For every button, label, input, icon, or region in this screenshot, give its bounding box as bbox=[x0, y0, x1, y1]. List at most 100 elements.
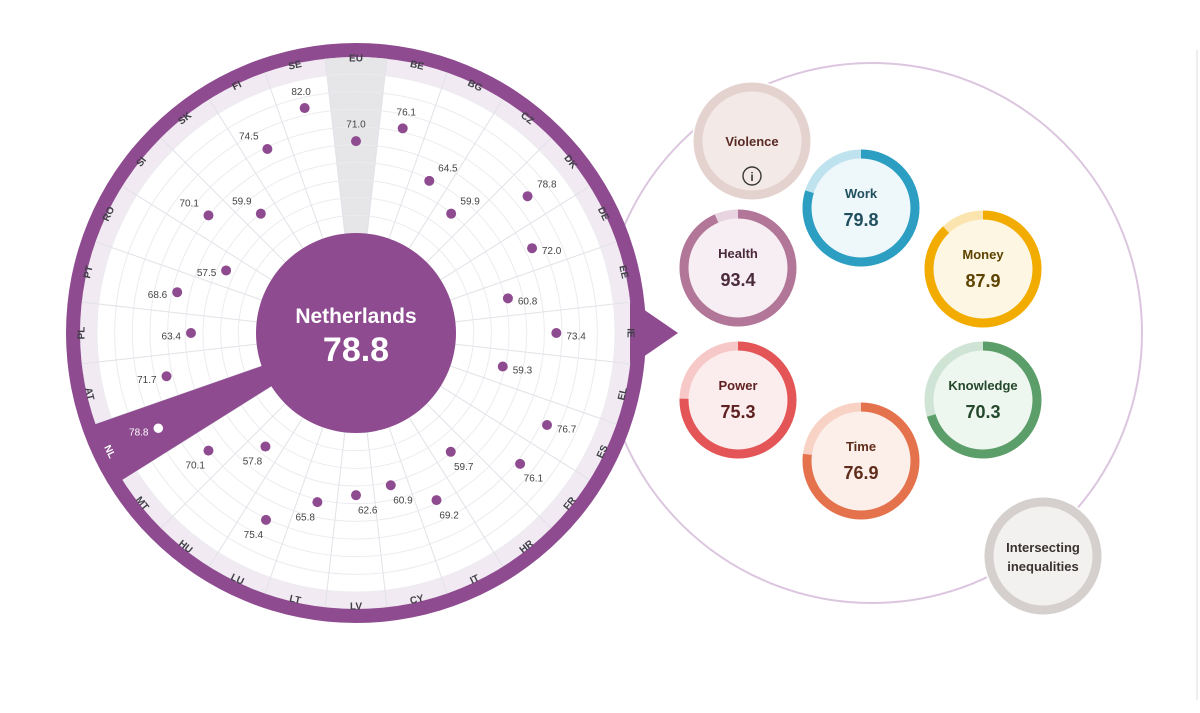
country-dot-nl[interactable] bbox=[152, 421, 165, 435]
domain-work[interactable]: Work 79.8 bbox=[801, 148, 921, 268]
domain-bubbles: Violence i Work 79.8 Money 87.9 Health 93.4 Know… bbox=[678, 81, 1103, 616]
country-dot-cy[interactable] bbox=[385, 480, 396, 491]
grid-spoke bbox=[160, 403, 286, 529]
panel-divider bbox=[1196, 50, 1198, 700]
country-dot-lv[interactable] bbox=[351, 490, 361, 501]
grid-ring bbox=[149, 126, 563, 540]
country-dot-eu[interactable] bbox=[351, 136, 361, 147]
grid-spoke bbox=[324, 58, 346, 234]
domain-name: Time bbox=[846, 439, 876, 454]
country-dot-cz[interactable] bbox=[446, 208, 457, 219]
country-value-bg: 64.5 bbox=[438, 164, 458, 175]
domain-progress-arc bbox=[924, 210, 1042, 328]
country-value-nl: 78.8 bbox=[129, 428, 149, 439]
country-dot-hu[interactable] bbox=[260, 441, 271, 452]
domain-violence[interactable]: Violence i bbox=[692, 81, 812, 201]
country-dot-ie[interactable] bbox=[551, 328, 562, 338]
grid-ring bbox=[202, 179, 510, 487]
country-dot-lt[interactable] bbox=[312, 497, 323, 508]
grid-spoke bbox=[426, 403, 552, 529]
country-dot-it[interactable] bbox=[431, 495, 442, 506]
country-dot-si[interactable] bbox=[203, 210, 214, 221]
domain-track bbox=[693, 82, 811, 200]
country-dot-de[interactable] bbox=[527, 243, 538, 254]
domain-health[interactable]: Health 93.4 bbox=[678, 208, 798, 328]
country-dot-bg[interactable] bbox=[424, 175, 435, 186]
grid-spoke bbox=[450, 241, 617, 301]
country-value-cz: 59.9 bbox=[460, 197, 480, 208]
domain-progress-arc bbox=[679, 209, 797, 327]
grid-spoke bbox=[366, 58, 388, 234]
country-value-pl: 63.4 bbox=[162, 332, 182, 343]
grid-ring bbox=[131, 108, 581, 558]
grid-spoke bbox=[408, 99, 504, 249]
grid-spoke bbox=[95, 241, 262, 301]
country-dot-at[interactable] bbox=[161, 371, 172, 382]
country-dot-se[interactable] bbox=[299, 103, 310, 114]
highlight-wedge bbox=[84, 364, 275, 487]
country-code-nl[interactable]: NL bbox=[101, 443, 117, 460]
country-dot-ro[interactable] bbox=[221, 265, 232, 276]
domain-score: 87.9 bbox=[965, 271, 1000, 291]
country-value-ro: 57.5 bbox=[197, 268, 217, 279]
country-code-lv[interactable]: LV bbox=[350, 602, 362, 613]
grid-spoke bbox=[450, 365, 617, 425]
country-value-hr: 59.7 bbox=[454, 462, 474, 473]
country-code-at[interactable]: AT bbox=[82, 387, 96, 402]
domain-money[interactable]: Money 87.9 bbox=[923, 209, 1043, 329]
country-code-be[interactable]: BE bbox=[409, 59, 425, 73]
country-dot-lu[interactable] bbox=[261, 514, 272, 525]
grid-spoke bbox=[208, 417, 304, 567]
country-dot-fi[interactable] bbox=[262, 143, 273, 154]
country-code-es[interactable]: ES bbox=[595, 443, 611, 460]
country-dot-pl[interactable] bbox=[185, 328, 196, 338]
domain-time[interactable]: Time 76.9 bbox=[801, 401, 921, 521]
country-dot-hr[interactable] bbox=[445, 446, 456, 457]
grid-spoke bbox=[388, 72, 448, 239]
country-score: 78.8 bbox=[323, 331, 389, 369]
country-code-pt[interactable]: PT bbox=[82, 265, 96, 280]
grid-spoke bbox=[440, 185, 590, 281]
grid-spoke bbox=[122, 185, 272, 281]
country-code-lu[interactable]: LU bbox=[229, 572, 246, 588]
country-radial-chart: Netherlands78.8EU71.0BE76.1BG64.5CZ59.9D… bbox=[66, 43, 678, 623]
country-dot-fr[interactable] bbox=[515, 458, 526, 469]
svg-text:i: i bbox=[750, 170, 753, 184]
country-value-ee: 60.8 bbox=[518, 296, 538, 307]
country-code-el[interactable]: EL bbox=[616, 387, 630, 402]
grid-spoke bbox=[455, 343, 631, 365]
country-dot-pt[interactable] bbox=[172, 287, 183, 298]
grid-ring bbox=[96, 73, 616, 593]
country-code-ee[interactable]: EE bbox=[616, 264, 630, 280]
grid-ring bbox=[184, 161, 528, 505]
domain-name: Knowledge bbox=[948, 378, 1017, 393]
country-code-pl[interactable]: PL bbox=[77, 327, 88, 340]
country-value-es: 76.7 bbox=[557, 424, 577, 435]
domain-name: Violence bbox=[725, 134, 778, 149]
country-code-eu[interactable]: EU bbox=[349, 54, 363, 65]
country-dot-be[interactable] bbox=[397, 123, 408, 134]
country-dot-sk[interactable] bbox=[255, 208, 266, 219]
country-code-it[interactable]: IT bbox=[468, 573, 481, 587]
country-code-cy[interactable]: CY bbox=[409, 593, 425, 607]
country-dot-ee[interactable] bbox=[502, 293, 513, 304]
domain-power[interactable]: Power 75.3 bbox=[678, 340, 798, 460]
country-dot-mt[interactable] bbox=[203, 445, 214, 456]
info-icon[interactable]: i bbox=[742, 166, 762, 186]
domain-score: 79.8 bbox=[843, 210, 878, 230]
country-code-ie[interactable]: IE bbox=[625, 328, 636, 338]
domain-progress-arc bbox=[802, 149, 920, 267]
country-code-se[interactable]: SE bbox=[287, 59, 303, 73]
country-code-lt[interactable]: LT bbox=[288, 593, 302, 606]
country-dot-dk[interactable] bbox=[522, 191, 533, 202]
domain-knowledge[interactable]: Knowledge 70.3 bbox=[923, 340, 1043, 460]
domain-intersecting-inequalities[interactable]: Intersecting inequalities bbox=[983, 496, 1103, 616]
domain-score: 76.9 bbox=[843, 463, 878, 483]
country-dot-el[interactable] bbox=[497, 361, 508, 372]
pointer-arrow bbox=[630, 300, 678, 366]
grid-ring bbox=[237, 214, 475, 452]
country-dot-es[interactable] bbox=[542, 419, 553, 430]
country-value-sk: 59.9 bbox=[232, 197, 252, 208]
domain-name: Health bbox=[718, 246, 758, 261]
